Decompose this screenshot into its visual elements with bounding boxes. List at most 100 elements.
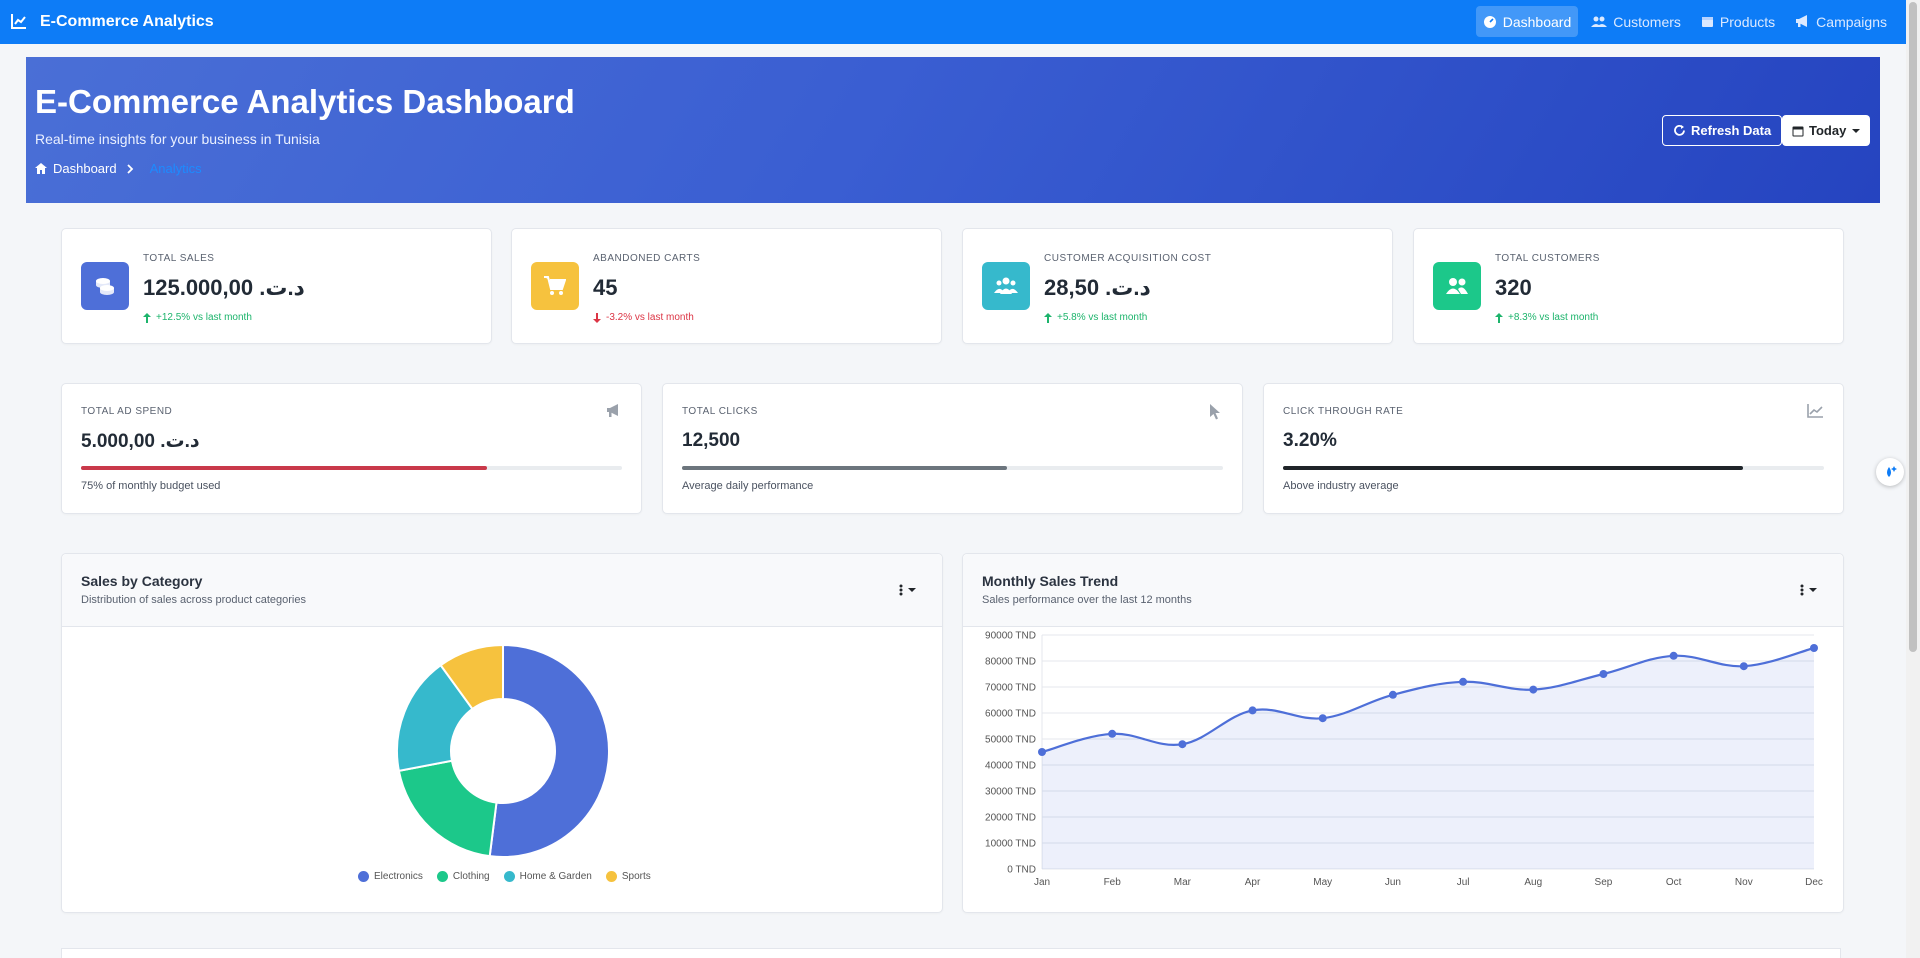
kpi-card-total-sales: TOTAL SALES د.ت. 125.000,00 +12.5% vs la… [61,228,492,344]
kpi-card-total-customers: TOTAL CUSTOMERS 320 +8.3% vs last month [1413,228,1844,344]
metric-label: TOTAL AD SPEND [81,406,173,417]
breadcrumb-dashboard[interactable]: Dashboard [53,161,117,176]
data-point[interactable] [1529,685,1538,694]
data-point[interactable] [1739,662,1748,671]
kpi-trend: +8.3% vs last month [1495,312,1598,323]
x-tick-label: Feb [1104,877,1122,888]
data-point[interactable] [1178,740,1187,749]
card-subtitle: Distribution of sales across product cat… [81,594,306,606]
kpi-value: 45 [593,275,618,300]
pie-slice-clothing[interactable] [397,759,498,858]
refresh-data-label: Refresh Data [1691,123,1772,138]
droplet-sparkle-icon [1887,466,1897,477]
legend-item[interactable]: Sports [605,871,651,882]
floating-assistant-button[interactable] [1876,458,1904,486]
kebab-menu-icon [899,584,903,596]
card-header: Monthly Sales Trend Sales performance ov… [963,554,1843,627]
brand[interactable]: E-Commerce Analytics [10,12,214,32]
pie-slice-electronics[interactable] [488,643,610,858]
legend-swatch [358,871,369,882]
card-title: Monthly Sales Trend [982,573,1119,589]
scrollbar-thumb[interactable] [1909,2,1917,652]
legend-label: Home & Garden [519,871,592,882]
kpi-trend-text: +12.5% vs last month [156,312,252,323]
kpi-trend: -3.2% vs last month [593,312,694,323]
data-point[interactable] [1599,670,1608,678]
x-tick-label: Sep [1595,877,1613,888]
date-range-dropdown[interactable]: Today [1782,115,1871,146]
area-fill [1042,648,1814,869]
legend-item[interactable]: Clothing [436,871,490,882]
megaphone-icon [607,404,618,417]
legend-label: Clothing [452,871,490,882]
kpi-tile [531,262,579,310]
nav-customers[interactable]: Customers [1584,6,1688,37]
data-point[interactable] [1669,651,1678,660]
kpi-tile [81,262,129,310]
line-chart-icon [10,12,30,32]
kpi-trend-text: +5.8% vs last month [1057,312,1148,323]
kpi-label: TOTAL SALES [143,253,215,264]
data-point[interactable] [1108,729,1117,738]
metric-value: 3.20% [1283,430,1337,451]
arrow-down-icon [593,312,601,323]
y-tick-label: 50000 TND [985,735,1036,746]
nav-campaigns[interactable]: Campaigns [1788,6,1894,37]
breadcrumb-current: Analytics [149,161,202,176]
caret-down-icon [1852,128,1861,133]
data-point[interactable] [1388,690,1397,699]
card-menu-button[interactable] [899,584,916,596]
caret-down-icon [1809,588,1817,592]
kpi-label: CUSTOMER ACQUISITION COST [1044,253,1212,264]
card-menu-button[interactable] [1800,584,1817,596]
legend-swatch [503,871,515,882]
nav-customers-label: Customers [1613,13,1681,30]
date-range-label: Today [1809,123,1847,138]
x-tick-label: May [1313,877,1332,888]
box-icon [1701,17,1713,27]
x-tick-label: Mar [1174,877,1192,888]
megaphone-icon [1796,15,1808,27]
legend-item[interactable]: Electronics [358,871,423,882]
arrow-up-icon [1044,312,1052,323]
kpi-trend: +12.5% vs last month [143,312,252,323]
nav-products[interactable]: Products [1694,6,1782,37]
legend-item[interactable]: Home & Garden [503,871,592,882]
data-point[interactable] [1248,706,1257,715]
x-tick-label: Oct [1666,877,1682,888]
data-point[interactable] [1459,677,1468,686]
data-point[interactable] [1318,714,1327,723]
caret-down-icon [908,588,916,592]
brand-label: E-Commerce Analytics [40,13,214,30]
metric-note: Average daily performance [682,480,814,492]
category-donut-chart [396,643,610,858]
kebab-menu-icon [1800,584,1804,596]
chart-legend: Electronics Clothing Home & Garden Sports [358,871,651,882]
legend-swatch [436,871,448,882]
x-tick-label: Jun [1385,877,1401,888]
nav-dashboard-label: Dashboard [1502,13,1572,30]
ctr-progress-bar [1283,466,1824,470]
pie-slice-sports[interactable] [439,643,504,711]
y-tick-label: 20000 TND [985,813,1036,824]
kpi-tile [982,262,1030,310]
metric-label: CLICK THROUGH RATE [1283,406,1404,417]
nav-campaigns-label: Campaigns [1816,13,1887,30]
x-tick-label: Apr [1245,877,1261,888]
metric-label: TOTAL CLICKS [682,406,758,417]
users-icon [1591,16,1608,27]
kpi-label: TOTAL CUSTOMERS [1495,253,1600,264]
nav-dashboard[interactable]: Dashboard [1475,6,1579,37]
data-point[interactable] [1810,644,1818,652]
y-tick-label: 70000 TND [985,683,1036,694]
y-tick-label: 60000 TND [985,709,1036,720]
page-scrollbar[interactable] [1906,0,1920,958]
x-tick-label: Jul [1457,877,1470,888]
refresh-data-button[interactable]: Refresh Data [1662,115,1783,146]
data-point[interactable] [1038,748,1046,756]
arrow-up-icon [143,312,151,323]
progress-fill [1283,466,1743,470]
metric-note: 75% of monthly budget used [81,480,221,492]
monthly-sales-trend-card: Monthly Sales Trend Sales performance ov… [962,553,1844,913]
x-tick-label: Nov [1735,877,1753,888]
